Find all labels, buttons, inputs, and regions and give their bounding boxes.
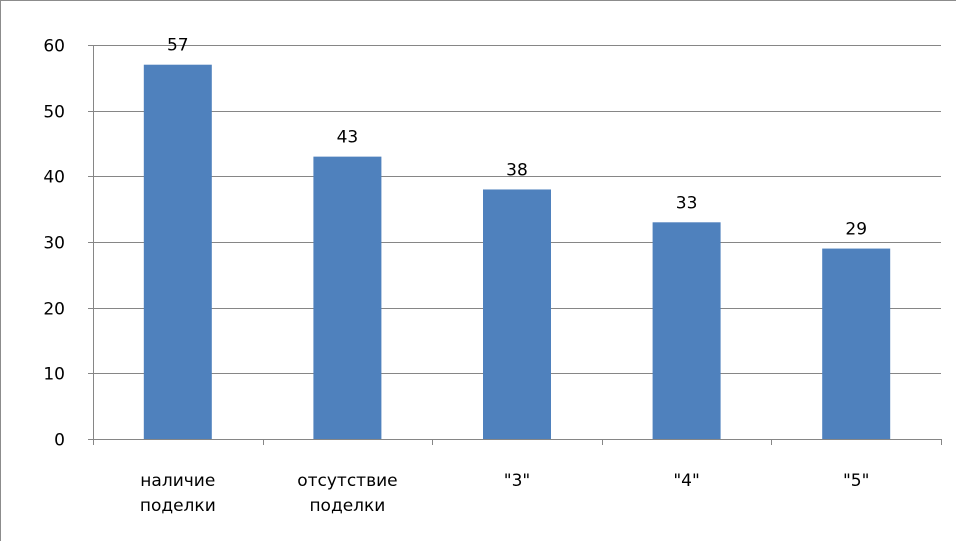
bar xyxy=(143,64,212,439)
category-label: "5" xyxy=(843,471,869,491)
data-label: 33 xyxy=(676,193,698,213)
data-label: 57 xyxy=(167,36,189,56)
axes xyxy=(88,45,942,445)
category-label: поделки xyxy=(309,496,385,516)
y-tick-labels: 0 10 20 30 40 50 60 xyxy=(43,37,65,451)
data-label: 43 xyxy=(337,128,359,148)
y-tick-label: 10 xyxy=(43,365,65,385)
category-labels: наличие поделки отсутствие поделки "3" "4" "5" xyxy=(140,471,870,516)
bar xyxy=(313,156,382,439)
bar xyxy=(652,222,721,439)
data-label: 38 xyxy=(506,160,528,180)
y-tick-label: 40 xyxy=(43,168,65,188)
data-labels: 57 43 38 33 29 xyxy=(167,36,867,240)
y-tick-label: 60 xyxy=(43,37,65,57)
y-tick-label: 20 xyxy=(43,300,65,320)
category-label: отсутствие xyxy=(297,471,397,491)
category-label: наличие xyxy=(140,471,215,491)
bars xyxy=(143,64,891,439)
category-label: "4" xyxy=(673,471,699,491)
data-label: 29 xyxy=(845,220,867,240)
bar xyxy=(822,248,891,439)
category-label: "3" xyxy=(504,471,530,491)
category-label: поделки xyxy=(140,496,216,516)
y-tick-label: 50 xyxy=(43,103,65,123)
bar xyxy=(483,189,551,439)
y-tick-label: 30 xyxy=(43,234,65,254)
y-tick-label: 0 xyxy=(54,431,65,451)
